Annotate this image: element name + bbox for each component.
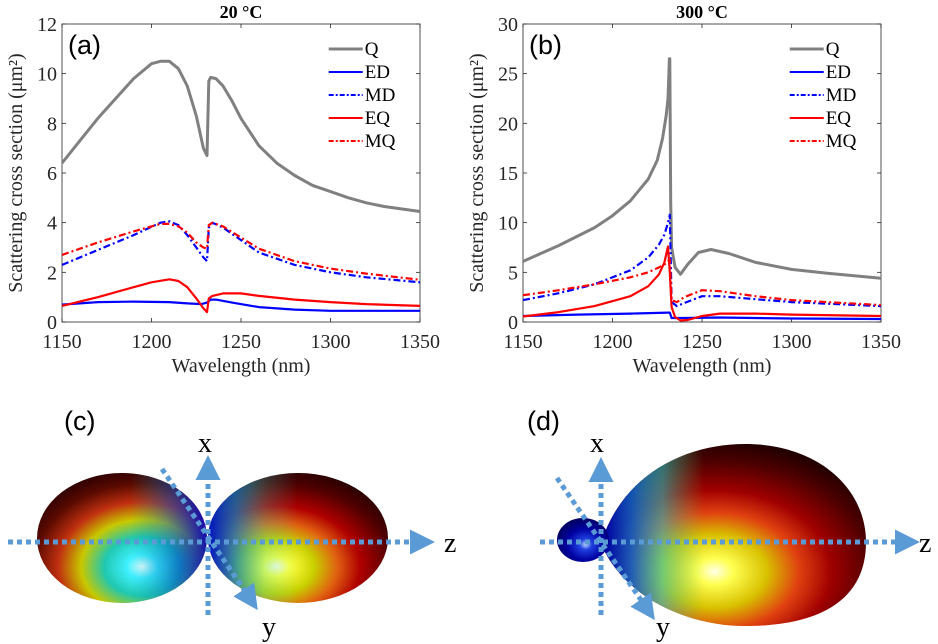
x-tick-label: 1350 bbox=[861, 331, 901, 353]
radiation-pattern-d: (d) x y z bbox=[527, 406, 931, 643]
panel-label: (b) bbox=[529, 30, 562, 60]
y-tick-label: 10 bbox=[498, 213, 518, 235]
legend-label-eq: EQ bbox=[365, 108, 391, 129]
chart-title: 300 °C bbox=[676, 2, 728, 22]
series-ed bbox=[62, 298, 420, 312]
series-group bbox=[62, 59, 420, 314]
y-axis-label: Scattering cross section (μm²) bbox=[5, 53, 27, 292]
backward-lobe bbox=[557, 518, 609, 562]
legend-label-eq: EQ bbox=[826, 108, 852, 129]
x-axis-name: x bbox=[590, 428, 604, 459]
y-axis-label: Scattering cross section (μm²) bbox=[466, 53, 488, 292]
y-tick-label: 30 bbox=[498, 14, 518, 36]
y-tick-label: 8 bbox=[47, 113, 57, 135]
y-tick-label: 4 bbox=[47, 213, 57, 235]
legend-label-ed: ED bbox=[365, 62, 390, 83]
legend-label-mq: MQ bbox=[826, 131, 857, 152]
plot-area bbox=[61, 23, 421, 323]
y-tick-label: 5 bbox=[508, 262, 518, 284]
x-tick-label: 1350 bbox=[400, 331, 440, 353]
legend-label-ed: ED bbox=[826, 62, 851, 83]
y-tick-label: 20 bbox=[498, 113, 518, 135]
x-tick-label: 1150 bbox=[42, 331, 81, 353]
y-tick-label: 12 bbox=[37, 14, 57, 36]
y-axis-name: y bbox=[656, 612, 670, 643]
series-md bbox=[523, 213, 881, 308]
z-axis-name: z bbox=[444, 528, 456, 559]
x-tick-label: 1150 bbox=[503, 331, 542, 353]
y-tick-label: 25 bbox=[498, 64, 518, 86]
x-tick-label: 1250 bbox=[221, 331, 261, 353]
x-tick-label: 1300 bbox=[311, 331, 351, 353]
series-ed bbox=[523, 311, 881, 321]
y-tick-label: 2 bbox=[47, 262, 57, 284]
chart-title: 20 °C bbox=[220, 2, 263, 22]
legend-label-q: Q bbox=[826, 39, 840, 60]
series-eq bbox=[62, 278, 420, 314]
legend-label-q: Q bbox=[365, 39, 379, 60]
y-tick-label: 15 bbox=[498, 163, 518, 185]
chart-a: 20 °C 1150 1200 1250 1300 1350 0 2 4 6 8 10 12 Wavele… bbox=[5, 2, 440, 377]
x-axis-label: Wavelength (nm) bbox=[172, 355, 311, 377]
chart-panels: 20 °C 1150 1200 1250 1300 1350 0 2 4 6 8 10 12 Wavele… bbox=[5, 2, 901, 377]
series-mq bbox=[523, 258, 881, 307]
x-tick-label: 1200 bbox=[593, 331, 633, 353]
y-tick-label: 0 bbox=[47, 312, 57, 334]
y-axis-arrow bbox=[159, 467, 258, 611]
y-axis-name: y bbox=[262, 612, 276, 643]
x-tick-label: 1300 bbox=[772, 331, 812, 353]
y-tick-label: 10 bbox=[37, 64, 57, 86]
x-tick-label: 1250 bbox=[682, 331, 722, 353]
panel-label: (a) bbox=[68, 30, 101, 60]
series-q bbox=[523, 57, 881, 280]
y-tick-label: 6 bbox=[47, 163, 57, 185]
z-axis-name: z bbox=[919, 528, 931, 559]
legend-label-mq: MQ bbox=[365, 131, 396, 152]
series-group bbox=[523, 57, 881, 322]
y-axis-arrow bbox=[554, 476, 655, 621]
x-tick-label: 1200 bbox=[132, 331, 172, 353]
panel-label-d: (d) bbox=[527, 406, 560, 436]
panel-label-c: (c) bbox=[64, 406, 95, 436]
y-tick-label: 0 bbox=[508, 312, 518, 334]
x-axis-name: x bbox=[198, 428, 212, 459]
series-md bbox=[62, 220, 420, 284]
radiation-pattern-c: (c) x y z bbox=[8, 406, 456, 643]
x-axis-label: Wavelength (nm) bbox=[633, 355, 772, 377]
legend-label-md: MD bbox=[826, 85, 857, 106]
chart-b: 300 °C 1150 1200 1250 1300 1350 0 5 10 15 20 25 30 Wa… bbox=[466, 2, 901, 377]
legend-label-md: MD bbox=[365, 85, 396, 106]
series-q bbox=[62, 59, 420, 213]
